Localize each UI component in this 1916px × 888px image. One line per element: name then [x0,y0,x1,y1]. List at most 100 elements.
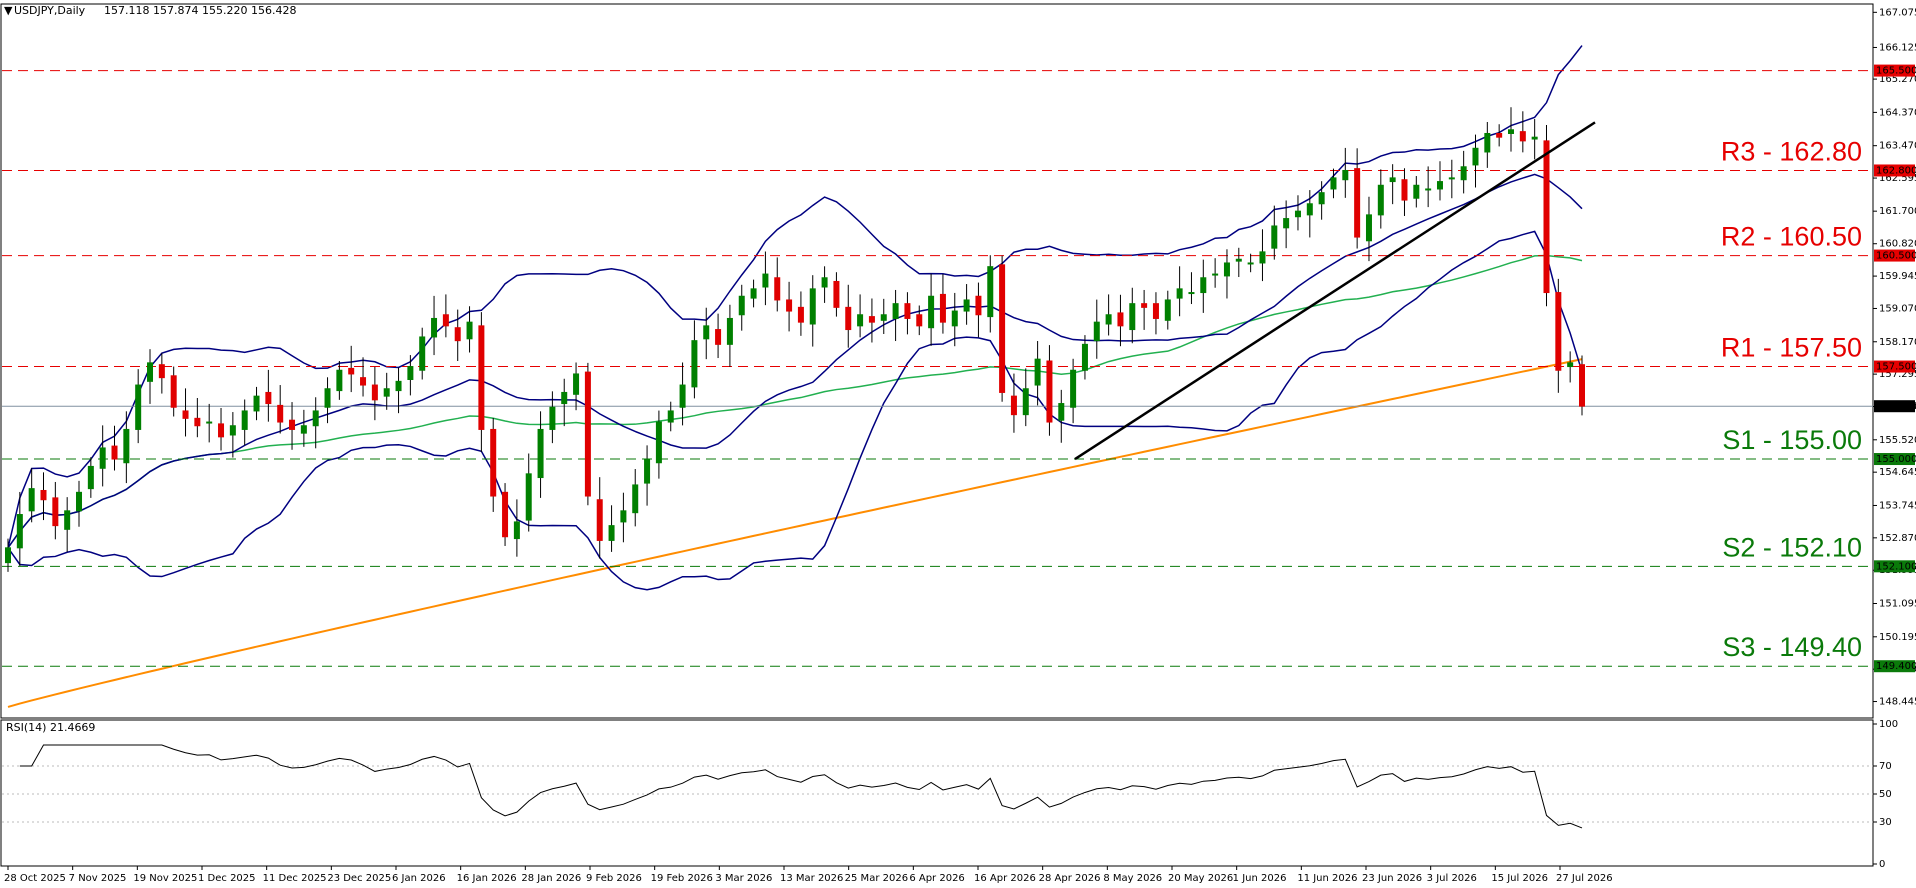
candle-body [797,306,804,323]
candle-body [1247,262,1254,265]
price-tick-label: 158.170 [1879,337,1916,348]
medium-ma-line [7,254,1583,549]
candle-body [1306,203,1313,216]
candle-body [857,314,864,327]
candle-body [703,325,710,340]
date-tick-label: 27 Jul 2026 [1556,873,1613,884]
candle-body [561,391,568,405]
price-tick-label: 157.295 [1879,369,1916,380]
candle-body [1567,362,1574,368]
candle-body [40,489,47,501]
price-tick-label: 150.195 [1879,632,1916,643]
candle-body [419,336,426,371]
candle-body [1046,360,1053,423]
level-tag-r2: 160.500 [1876,251,1916,262]
support-resistance-levels: R3 - 162.80 R2 - 160.50 R1 - 157.50 S1 - 15… [2,70,1873,667]
candle-body [809,288,816,325]
current-price-tag: 156.428 [1876,401,1916,412]
candle-body [1460,166,1467,181]
candle-body [999,264,1006,393]
candle-body [667,410,674,423]
candle-body [1507,129,1514,134]
level-label-r3: R3 - 162.80 [1721,136,1862,166]
level-tag-bg [1874,660,1915,673]
candle-body [360,377,367,386]
date-tick-label: 28 Apr 2026 [1039,873,1101,884]
candle-body [1294,210,1301,218]
rsi-header: RSI(14) 21.4669 [6,721,95,734]
level-tag-bg [1874,453,1915,466]
candle-body [513,521,520,540]
candle-body [1070,369,1077,408]
candle-body [679,384,686,408]
candle-body [1519,131,1526,142]
candle-body [655,421,662,464]
uptrend-line [1074,121,1596,461]
candle-body [99,447,106,469]
candle-body [1342,169,1349,181]
candle-body [431,317,438,338]
date-tick-label: 15 Jul 2026 [1491,873,1548,884]
ohlc-values: 157.118 157.874 155.220 156.428 [104,4,296,17]
candle-body [987,266,994,318]
candle-body [1330,177,1337,190]
price-tick-label: 151.095 [1879,599,1916,610]
candle-body [1271,225,1278,249]
date-tick-label: 20 May 2026 [1168,873,1233,884]
candle-body [916,314,923,327]
current-price-tag-bg [1874,400,1915,413]
candle-body [383,388,390,397]
candle-body [1389,177,1396,183]
price-tick-label: 161.700 [1879,206,1916,217]
date-axis: 28 Oct 2025 7 Nov 2025 19 Nov 2025 1 Dec 20… [4,866,1613,884]
candle-body [1235,258,1242,262]
main-panel-frame [0,3,1874,719]
date-tick-label: 16 Apr 2026 [974,873,1036,884]
candle-body [975,295,982,316]
candle-body [762,273,769,288]
candle-body [928,295,935,329]
candle-body [750,288,757,299]
level-tag-s1: 155.000 [1876,454,1916,465]
candle-body [1081,343,1088,371]
rsi-tick-label: 0 [1879,859,1885,870]
candle-body [1176,288,1183,299]
candle-body [584,371,591,497]
candle-body [300,425,307,434]
candle-body [76,491,83,512]
bollinger-low [7,230,1583,591]
candle-body [1496,132,1503,138]
date-tick-label: 28 Oct 2025 [4,873,66,884]
candle-body [691,340,698,388]
candle-body [289,419,296,430]
slow-ma-line [7,358,1583,708]
date-tick-label: 16 Jan 2026 [457,873,517,884]
candle-body [1212,273,1219,276]
bollinger-bands [7,45,1583,591]
candles [5,107,1585,572]
candle-body [525,473,532,521]
candle-body [395,380,402,392]
candle-body [1401,179,1408,201]
level-tag-r1: 157.500 [1876,362,1916,373]
price-axis: 167.075 166.125 165.270 164.370 163.470 162.5… [1873,7,1916,708]
rsi-tick-label: 100 [1879,719,1898,730]
price-tick-label: 166.125 [1879,42,1916,53]
candle-body [892,303,899,319]
price-tick-label: 159.070 [1879,303,1916,314]
candle-body [229,425,236,436]
candle-body [170,375,177,408]
level-label-r2: R2 - 160.50 [1721,222,1862,252]
candle-body [182,410,189,419]
candle-body [407,366,414,380]
price-tick-label: 153.745 [1879,500,1916,511]
candle-body [880,314,887,321]
candle-body [904,303,911,319]
candle-body [1058,403,1065,421]
candle-body [726,317,733,345]
date-tick-label: 25 Mar 2026 [845,873,908,884]
candle-body [1010,395,1017,416]
candle-body [158,364,165,379]
candle-body [1283,218,1290,229]
candle-body [549,406,556,430]
